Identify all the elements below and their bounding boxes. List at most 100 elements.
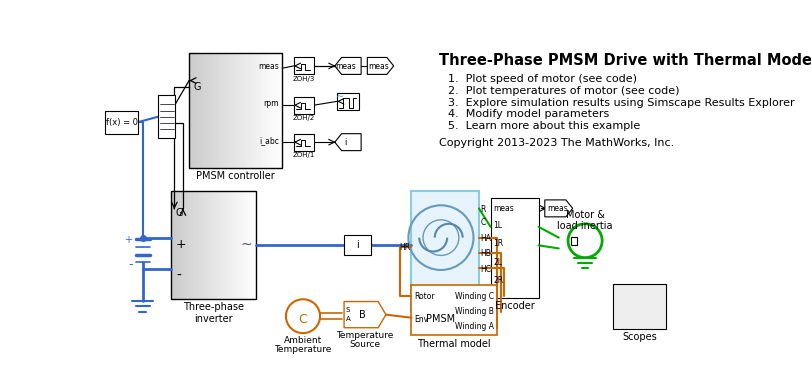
Text: R: R [480, 205, 485, 214]
Text: Motor &: Motor & [565, 210, 604, 220]
Text: 5.  Learn more about this example: 5. Learn more about this example [448, 121, 639, 131]
Bar [229, 53, 231, 168]
Bar [230, 191, 233, 299]
Text: Three-Phase PMSM Drive with Thermal Model: Three-Phase PMSM Drive with Thermal Mode… [438, 53, 811, 68]
Bar [171, 191, 174, 299]
Text: f(x) = 0: f(x) = 0 [105, 118, 138, 127]
Bar [210, 53, 212, 168]
Bar [182, 191, 184, 299]
Text: PMSM: PMSM [426, 314, 455, 324]
Text: i: i [356, 240, 358, 250]
Bar [272, 53, 275, 168]
Bar [233, 191, 235, 299]
Bar [212, 53, 215, 168]
Bar [261, 53, 264, 168]
Bar [219, 53, 221, 168]
Bar [242, 53, 245, 168]
Bar [189, 53, 191, 168]
Text: G: G [176, 209, 183, 218]
Bar [252, 191, 255, 299]
Text: Scopes: Scopes [621, 331, 656, 342]
Bar [249, 53, 252, 168]
Polygon shape [367, 58, 393, 74]
Text: i_abc: i_abc [259, 136, 279, 145]
Text: 2.  Plot temperatures of motor (see code): 2. Plot temperatures of motor (see code) [448, 86, 679, 96]
Bar [203, 191, 205, 299]
Bar [220, 191, 222, 299]
Text: Env: Env [414, 315, 428, 324]
Bar [217, 53, 220, 168]
Bar [230, 53, 234, 168]
Bar [242, 191, 244, 299]
Bar [213, 191, 216, 299]
Bar [205, 191, 208, 299]
Polygon shape [344, 301, 385, 328]
Text: Source: Source [349, 340, 380, 349]
Bar [189, 53, 281, 168]
Bar [201, 191, 204, 299]
Bar [205, 53, 208, 168]
Polygon shape [334, 58, 361, 74]
Bar [270, 53, 272, 168]
Bar [265, 53, 268, 168]
Text: meas: meas [258, 62, 279, 71]
Bar [178, 191, 180, 299]
Text: +: + [176, 238, 187, 251]
Text: 3.  Explore simulation results using Simscape Results Explorer: 3. Explore simulation results using Sims… [448, 98, 794, 107]
Text: ~: ~ [240, 238, 251, 252]
Bar [224, 53, 226, 168]
Bar [229, 191, 231, 299]
Bar [192, 191, 195, 299]
Bar [199, 191, 201, 299]
Text: 4.  Modify model parameters: 4. Modify model parameters [448, 109, 608, 119]
Bar [191, 191, 193, 299]
Text: 2L: 2L [493, 258, 502, 267]
Bar [195, 191, 197, 299]
Bar [344, 235, 371, 254]
Bar [222, 191, 225, 299]
Text: meas: meas [546, 204, 567, 213]
Bar [208, 191, 210, 299]
Text: C: C [298, 313, 307, 326]
Bar [240, 53, 242, 168]
Text: S: S [345, 307, 350, 313]
Bar [184, 191, 187, 299]
Bar [490, 198, 538, 298]
Bar [337, 93, 358, 110]
Bar [275, 53, 277, 168]
Bar [246, 191, 248, 299]
Bar [221, 53, 224, 168]
Text: Winding C: Winding C [454, 291, 493, 301]
Text: C: C [480, 218, 485, 228]
Bar [294, 97, 314, 114]
Text: Temperature: Temperature [274, 345, 331, 354]
Bar [256, 53, 259, 168]
Bar [612, 284, 665, 328]
Bar [198, 53, 201, 168]
Bar [294, 134, 314, 151]
Bar [203, 53, 205, 168]
Bar [411, 286, 496, 335]
Text: Temperature: Temperature [336, 331, 393, 340]
Bar [411, 191, 478, 311]
Bar [233, 53, 236, 168]
Bar [175, 191, 178, 299]
Text: i: i [344, 138, 346, 147]
Bar [225, 191, 227, 299]
Polygon shape [544, 200, 572, 217]
Text: Thermal model: Thermal model [417, 338, 491, 349]
Bar [212, 191, 214, 299]
Bar [194, 53, 196, 168]
Bar [259, 53, 261, 168]
Bar [179, 191, 182, 299]
Text: meas: meas [493, 204, 513, 213]
Bar [216, 191, 218, 299]
Bar [254, 191, 256, 299]
Bar [200, 53, 204, 168]
Bar [238, 53, 240, 168]
Bar [226, 191, 229, 299]
Bar [247, 53, 250, 168]
Text: Winding A: Winding A [454, 322, 493, 331]
Text: B: B [358, 310, 365, 320]
Text: 1R: 1R [493, 239, 503, 248]
